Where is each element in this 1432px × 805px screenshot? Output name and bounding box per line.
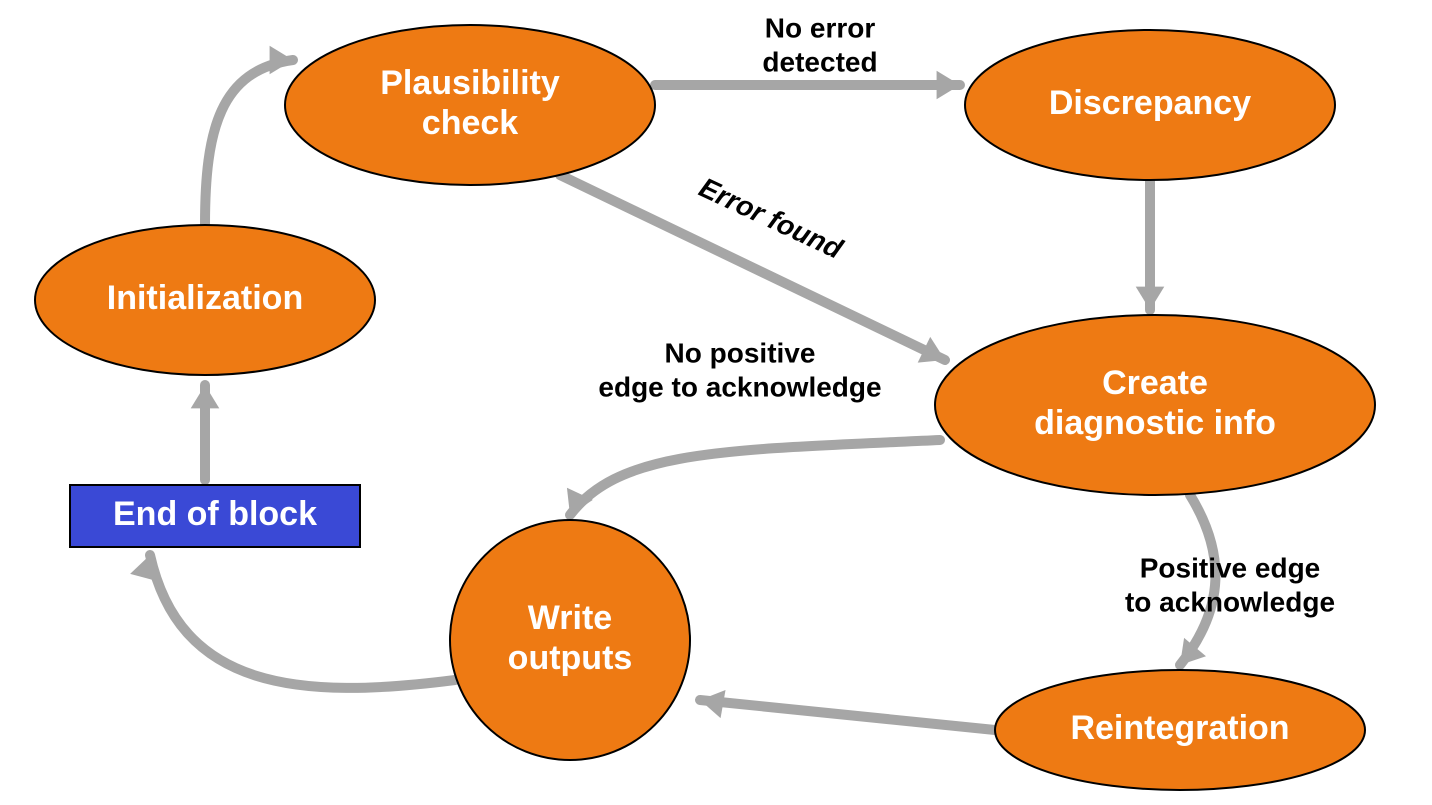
edge-label-line: No positive xyxy=(665,337,816,368)
node-label-line: Reintegration xyxy=(1070,709,1289,747)
node-label-line: Write xyxy=(528,599,612,637)
edge-reint_to_write xyxy=(700,700,995,730)
arrow-head xyxy=(1136,287,1165,310)
edge-label-line: No error xyxy=(765,12,876,43)
arrow-head xyxy=(937,71,960,100)
node-create_diag: Creatediagnostic info xyxy=(935,315,1375,495)
edge-label-line: detected xyxy=(762,46,877,77)
arrow-head xyxy=(270,46,293,75)
edge-label-line: to acknowledge xyxy=(1125,586,1335,617)
edge-label-line: Positive edge xyxy=(1140,552,1321,583)
node-end_of_block: End of block xyxy=(70,485,360,547)
edge-label-line: edge to acknowledge xyxy=(598,371,881,402)
node-initialization: Initialization xyxy=(35,225,375,375)
edge-label-plaus_to_disc: No errordetected xyxy=(762,12,877,77)
arrow-head xyxy=(191,385,220,408)
nodes-layer: Initialization Plausibilitycheck Discrepan… xyxy=(35,25,1375,790)
node-label-line: Plausibility xyxy=(380,64,560,102)
edge-write_to_end xyxy=(150,555,455,688)
node-reintegration: Reintegration xyxy=(995,670,1365,790)
node-discrepancy: Discrepancy xyxy=(965,30,1335,180)
node-label-line: outputs xyxy=(508,639,633,677)
edge-label-create_to_reint: Positive edgeto acknowledge xyxy=(1125,552,1335,617)
node-label-line: End of block xyxy=(113,495,317,533)
node-label-line: Initialization xyxy=(107,279,303,317)
edge-init_to_plaus xyxy=(205,60,293,225)
edge-create_to_write xyxy=(570,440,940,515)
node-write_outputs: Writeoutputs xyxy=(450,520,690,760)
node-label-line: check xyxy=(422,104,518,142)
node-label-line: diagnostic info xyxy=(1034,404,1276,442)
edge-label-create_to_write: No positiveedge to acknowledge xyxy=(598,337,881,402)
node-label-line: Create xyxy=(1102,364,1208,402)
node-label-line: Discrepancy xyxy=(1049,84,1251,122)
node-plausibility: Plausibilitycheck xyxy=(285,25,655,185)
